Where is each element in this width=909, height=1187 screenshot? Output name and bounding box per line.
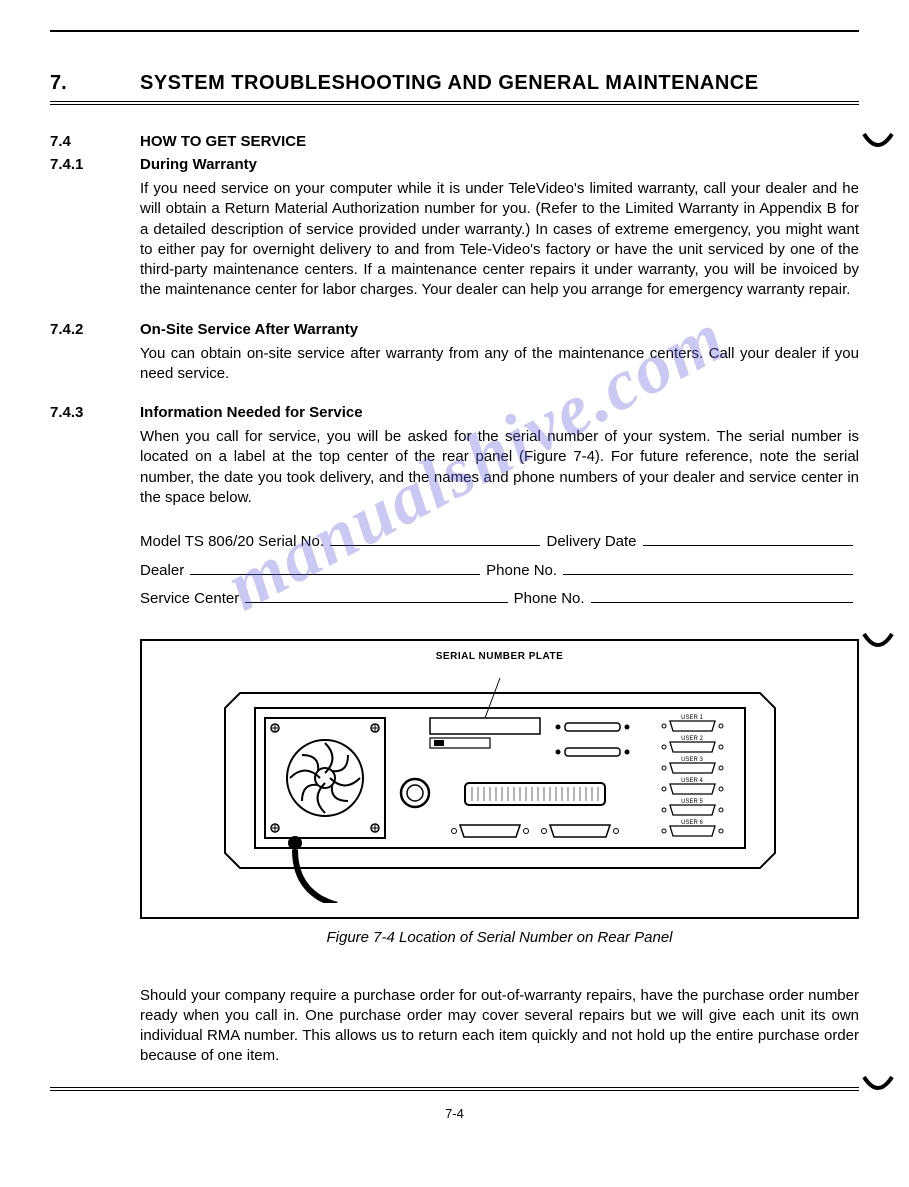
svg-text:USER 1: USER 1 <box>681 715 703 721</box>
chapter-title: SYSTEM TROUBLESHOOTING AND GENERAL MAINT… <box>140 72 759 95</box>
section-number: 7.4.2 <box>50 321 140 338</box>
section-7-4-1: 7.4.1 During Warranty <box>50 156 859 173</box>
form-row-serial: Model TS 806/20 Serial No. Delivery Date <box>140 528 859 557</box>
figure-7-4-frame: SERIAL NUMBER PLATE <box>140 639 859 919</box>
section-title: Information Needed for Service <box>140 404 363 421</box>
svg-text:USER 2: USER 2 <box>681 736 703 742</box>
binder-mark-icon <box>862 1073 894 1099</box>
service-info-form: Model TS 806/20 Serial No. Delivery Date… <box>140 528 859 614</box>
delivery-blank[interactable] <box>643 530 853 547</box>
dealer-blank[interactable] <box>190 558 480 575</box>
section-number: 7.4.3 <box>50 404 140 421</box>
service-center-label: Service Center <box>140 585 239 614</box>
top-rule <box>50 30 859 32</box>
dealer-phone-blank[interactable] <box>563 558 853 575</box>
svg-text:USER 4: USER 4 <box>681 778 703 784</box>
section-title: During Warranty <box>140 156 257 173</box>
section-7-4-2: 7.4.2 On-Site Service After Warranty <box>50 321 859 338</box>
body-7-4-3: When you call for service, you will be a… <box>140 427 859 508</box>
serial-blank[interactable] <box>330 530 540 547</box>
section-title: On-Site Service After Warranty <box>140 321 358 338</box>
body-7-4-2: You can obtain on-site service after war… <box>140 344 859 385</box>
section-7-4: 7.4 HOW TO GET SERVICE <box>50 133 859 150</box>
section-title: HOW TO GET SERVICE <box>140 133 306 150</box>
binder-mark-icon <box>862 630 894 656</box>
page-number: 7-4 <box>50 1106 859 1121</box>
serial-label: Model TS 806/20 Serial No. <box>140 528 324 557</box>
service-phone-label: Phone No. <box>514 585 585 614</box>
svg-text:USER 3: USER 3 <box>681 757 703 763</box>
delivery-label: Delivery Date <box>546 528 636 557</box>
dealer-phone-label: Phone No. <box>486 557 557 586</box>
chapter-header: 7. SYSTEM TROUBLESHOOTING AND GENERAL MA… <box>50 72 859 105</box>
dealer-label: Dealer <box>140 557 184 586</box>
binder-mark-icon <box>862 130 894 156</box>
footer-rule <box>50 1087 859 1091</box>
form-row-dealer: Dealer Phone No. <box>140 557 859 586</box>
rear-panel-diagram: USER 1 USER 2 USER 3 USER 4 USER 5 USER … <box>220 673 780 903</box>
figure-caption: Figure 7-4 Location of Serial Number on … <box>140 929 859 946</box>
section-number: 7.4.1 <box>50 156 140 173</box>
svg-text:USER 5: USER 5 <box>681 799 703 805</box>
serial-plate-label: SERIAL NUMBER PLATE <box>436 651 563 662</box>
closing-paragraph: Should your company require a purchase o… <box>140 986 859 1067</box>
body-7-4-1: If you need service on your computer whi… <box>140 179 859 301</box>
chapter-number: 7. <box>50 72 140 95</box>
section-7-4-3: 7.4.3 Information Needed for Service <box>50 404 859 421</box>
service-center-blank[interactable] <box>245 587 507 604</box>
form-row-service-center: Service Center Phone No. <box>140 585 859 614</box>
svg-text:USER 6: USER 6 <box>681 820 703 826</box>
section-number: 7.4 <box>50 133 140 150</box>
service-phone-blank[interactable] <box>591 587 853 604</box>
